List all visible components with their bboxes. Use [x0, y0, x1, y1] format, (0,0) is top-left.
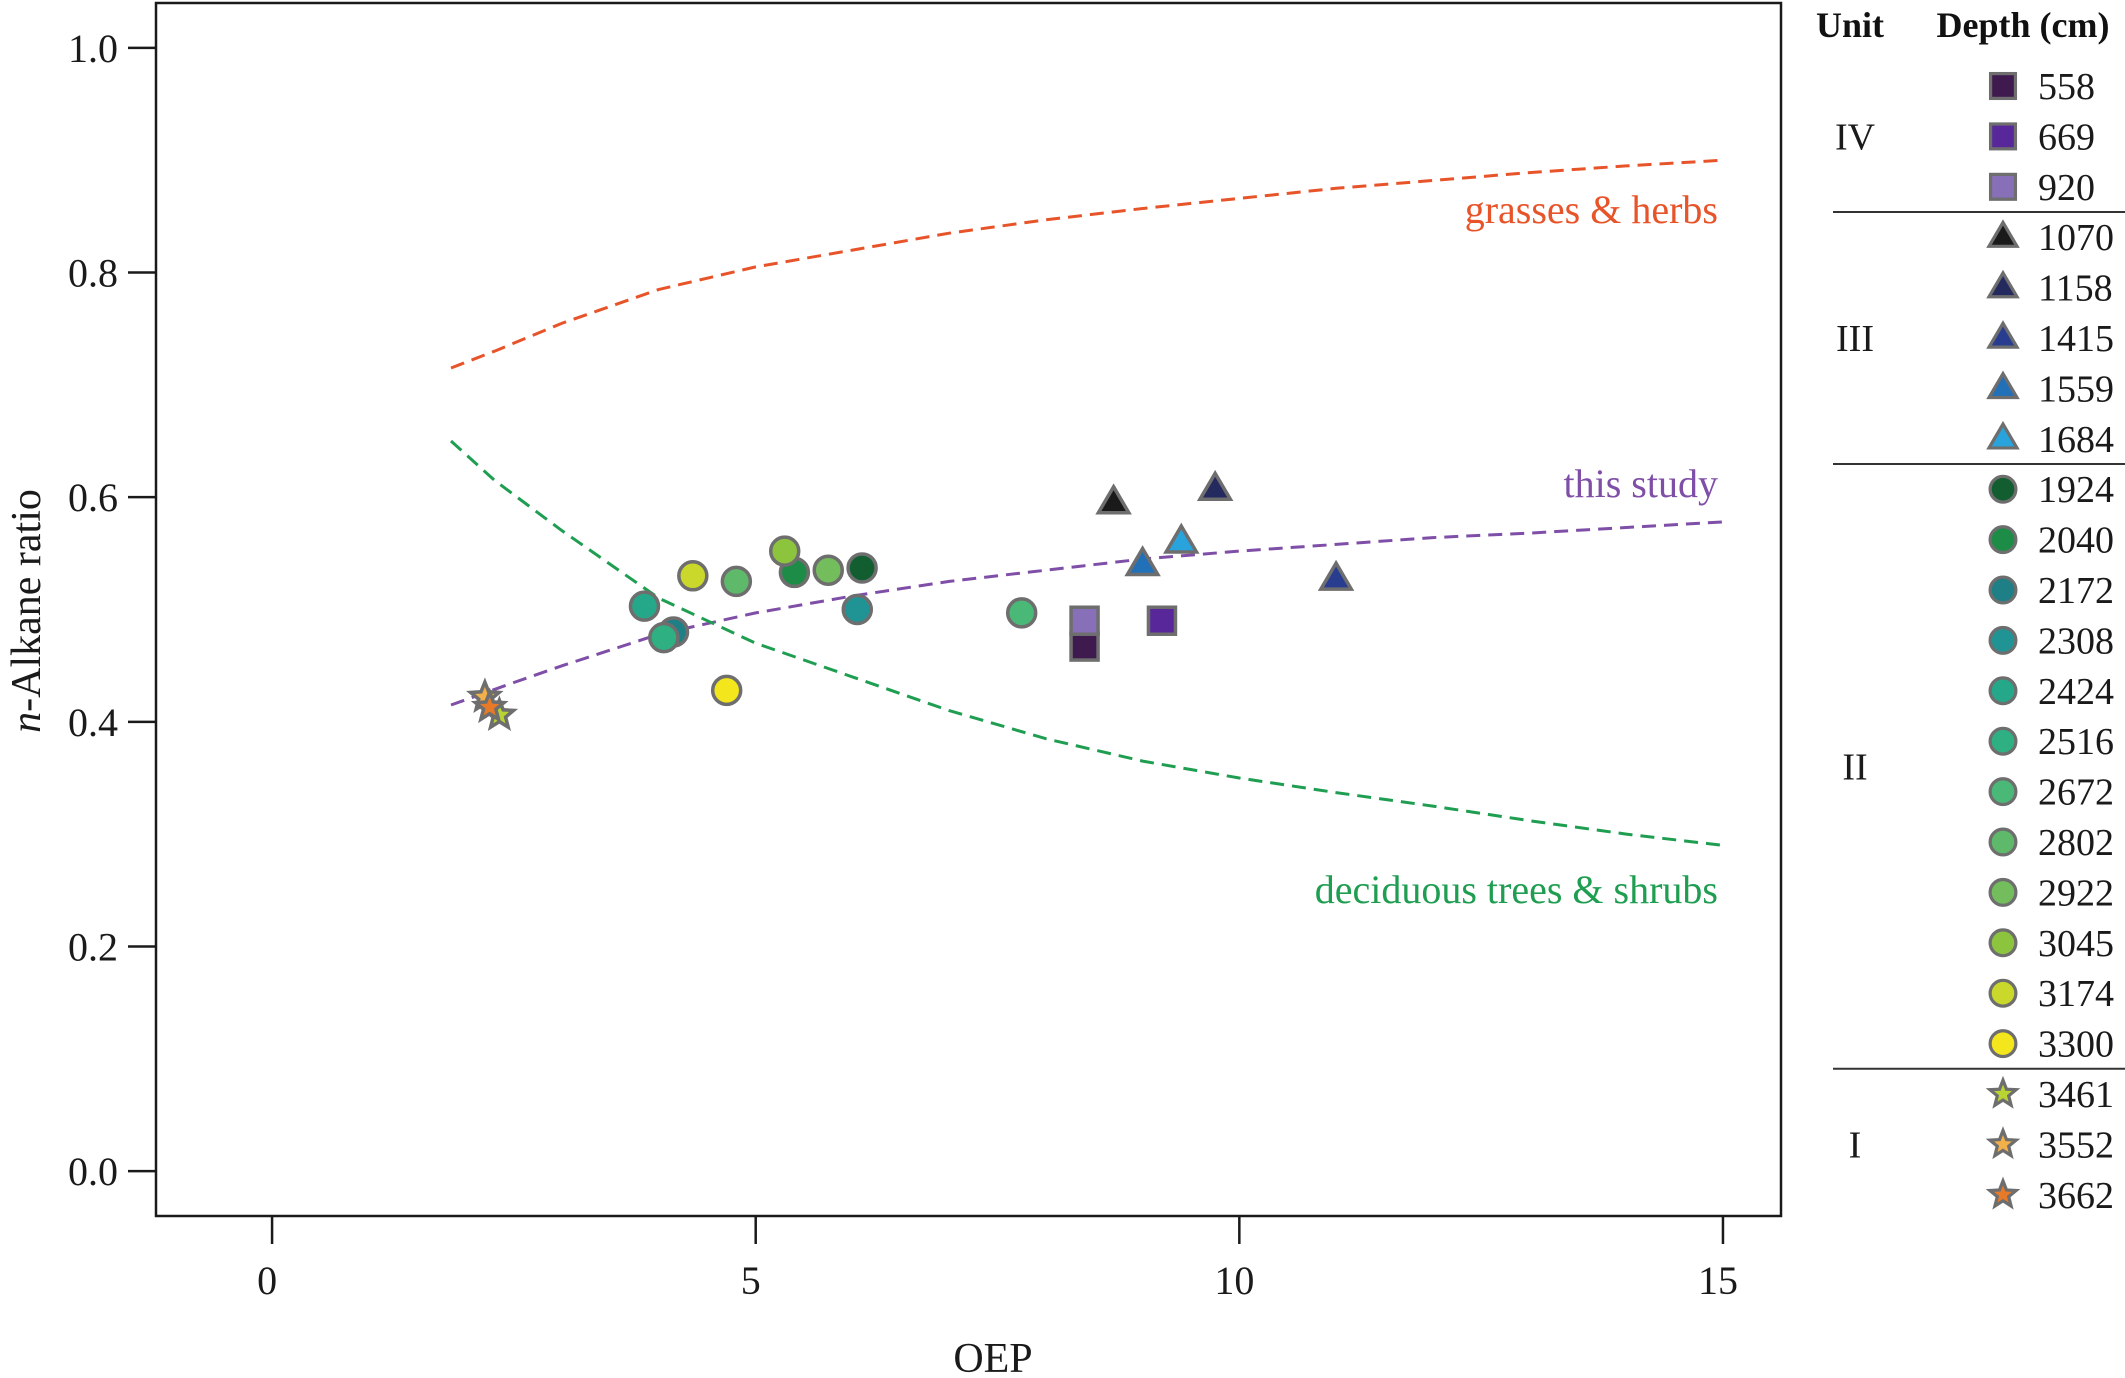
point-3174 — [677, 560, 709, 592]
legend-marker-3461 — [1985, 1075, 2021, 1109]
legend-marker-558 — [1988, 71, 2018, 101]
legend-depth-3174: 3174 — [2038, 973, 2114, 1015]
y-tick-label: 0.4 — [68, 700, 118, 745]
legend-marker-1924 — [1988, 474, 2018, 504]
legend-marker-2424 — [1988, 676, 2018, 706]
point-1415 — [1317, 559, 1355, 591]
curve-label-deciduous: deciduous trees & shrubs — [1315, 867, 1718, 912]
legend-marker-2172 — [1988, 575, 2018, 605]
legend-depth-2672: 2672 — [2038, 772, 2114, 814]
legend-depth-2424: 2424 — [2038, 671, 2114, 713]
legend-unit-III: III — [1836, 318, 1874, 360]
legend-depth-header: Depth (cm) — [1937, 5, 2110, 45]
x-axis-title: OEP — [953, 1336, 1032, 1378]
data-points — [466, 469, 1355, 732]
legend-marker-1070 — [1986, 219, 2020, 248]
legend-unit-I: I — [1849, 1124, 1862, 1166]
legend-marker-1415 — [1986, 320, 2020, 349]
legend-marker-3045 — [1988, 928, 2018, 958]
legend-marker-920 — [1988, 172, 2018, 201]
point-2424 — [628, 590, 661, 622]
x-tick-label: 0 — [257, 1258, 277, 1303]
x-tick-label: 5 — [741, 1258, 761, 1303]
curve-label-grasses-herbs: grasses & herbs — [1465, 187, 1718, 232]
curve-label-this-study: this study — [1564, 461, 1718, 506]
y-tick-label: 0.2 — [68, 924, 118, 969]
y-tick-label: 1.0 — [68, 26, 118, 71]
legend-depth-3045: 3045 — [2038, 923, 2114, 965]
point-1559 — [1124, 545, 1161, 577]
y-tick-label: 0.0 — [68, 1149, 118, 1194]
curve-0 — [450, 158, 1724, 370]
legend-marker-3174 — [1988, 978, 2018, 1008]
curve-1 — [450, 520, 1724, 707]
legend-depth-3300: 3300 — [2038, 1024, 2114, 1066]
point-558 — [1069, 631, 1100, 662]
y-tick-label: 0.6 — [68, 475, 118, 520]
legend-marker-1559 — [1986, 370, 2020, 400]
legend-marker-2516 — [1988, 726, 2018, 756]
legend: 558669920IV10701158141515591684III192420… — [1833, 66, 2125, 1217]
legend-depth-1559: 1559 — [2038, 368, 2114, 410]
legend-depth-1415: 1415 — [2038, 318, 2114, 360]
legend-marker-3300 — [1988, 1029, 2018, 1059]
legend-marker-1684 — [1986, 420, 2020, 450]
point-3662 — [470, 687, 509, 724]
legend-marker-3662 — [1985, 1176, 2021, 1210]
plot-frame — [154, 1, 1783, 1218]
curve-2 — [449, 439, 1724, 847]
x-tick-label: 15 — [1698, 1258, 1738, 1303]
legend-depth-3552: 3552 — [2038, 1124, 2114, 1166]
legend-depth-1684: 1684 — [2038, 419, 2114, 461]
legend-marker-2308 — [1988, 625, 2018, 655]
reference-curves — [449, 158, 1724, 847]
legend-depth-1158: 1158 — [2038, 268, 2113, 310]
point-2516 — [648, 621, 680, 654]
point-1924 — [846, 552, 878, 584]
legend-unit-IV: IV — [1835, 116, 1876, 158]
x-tick-label: 10 — [1214, 1258, 1254, 1303]
legend-depth-1070: 1070 — [2038, 217, 2114, 259]
point-2308 — [841, 593, 874, 626]
point-2802 — [720, 565, 753, 598]
legend-depth-2802: 2802 — [2038, 822, 2114, 864]
legend-marker-1158 — [1986, 269, 2020, 299]
legend-depth-920: 920 — [2038, 167, 2095, 209]
legend-depth-3461: 3461 — [2038, 1074, 2114, 1116]
point-2672 — [1005, 597, 1038, 629]
y-axis-title: n-Alkane ratio — [4, 489, 50, 733]
point-669 — [1146, 605, 1178, 636]
point-1070 — [1095, 483, 1132, 515]
y-tick-label: 0.8 — [68, 251, 118, 296]
legend-marker-2922 — [1988, 877, 2018, 907]
legend-unit-II: II — [1842, 746, 1867, 788]
legend-depth-3662: 3662 — [2038, 1175, 2114, 1217]
point-3045 — [768, 535, 801, 567]
legend-depth-2308: 2308 — [2038, 620, 2114, 662]
point-1158 — [1196, 469, 1234, 501]
legend-depth-2040: 2040 — [2038, 520, 2114, 562]
legend-marker-2040 — [1988, 525, 2018, 555]
point-920 — [1069, 605, 1100, 636]
legend-marker-2802 — [1988, 827, 2018, 857]
axes: 0.0 0.2 0.4 0.6 0.8 1.0 0 5 10 15 — [68, 26, 1738, 1303]
legend-depth-669: 669 — [2038, 116, 2095, 158]
legend-depth-2172: 2172 — [2038, 570, 2114, 612]
legend-depth-558: 558 — [2038, 66, 2095, 108]
legend-depth-2516: 2516 — [2038, 721, 2114, 763]
point-1684 — [1163, 522, 1200, 554]
point-3300 — [710, 674, 743, 707]
legend-marker-2672 — [1988, 777, 2018, 807]
legend-depth-1924: 1924 — [2038, 469, 2114, 511]
legend-marker-669 — [1988, 122, 2018, 151]
legend-unit-header: Unit — [1816, 5, 1884, 45]
legend-marker-3552 — [1985, 1126, 2021, 1160]
legend-depth-2922: 2922 — [2038, 872, 2114, 914]
point-2922 — [812, 554, 844, 586]
